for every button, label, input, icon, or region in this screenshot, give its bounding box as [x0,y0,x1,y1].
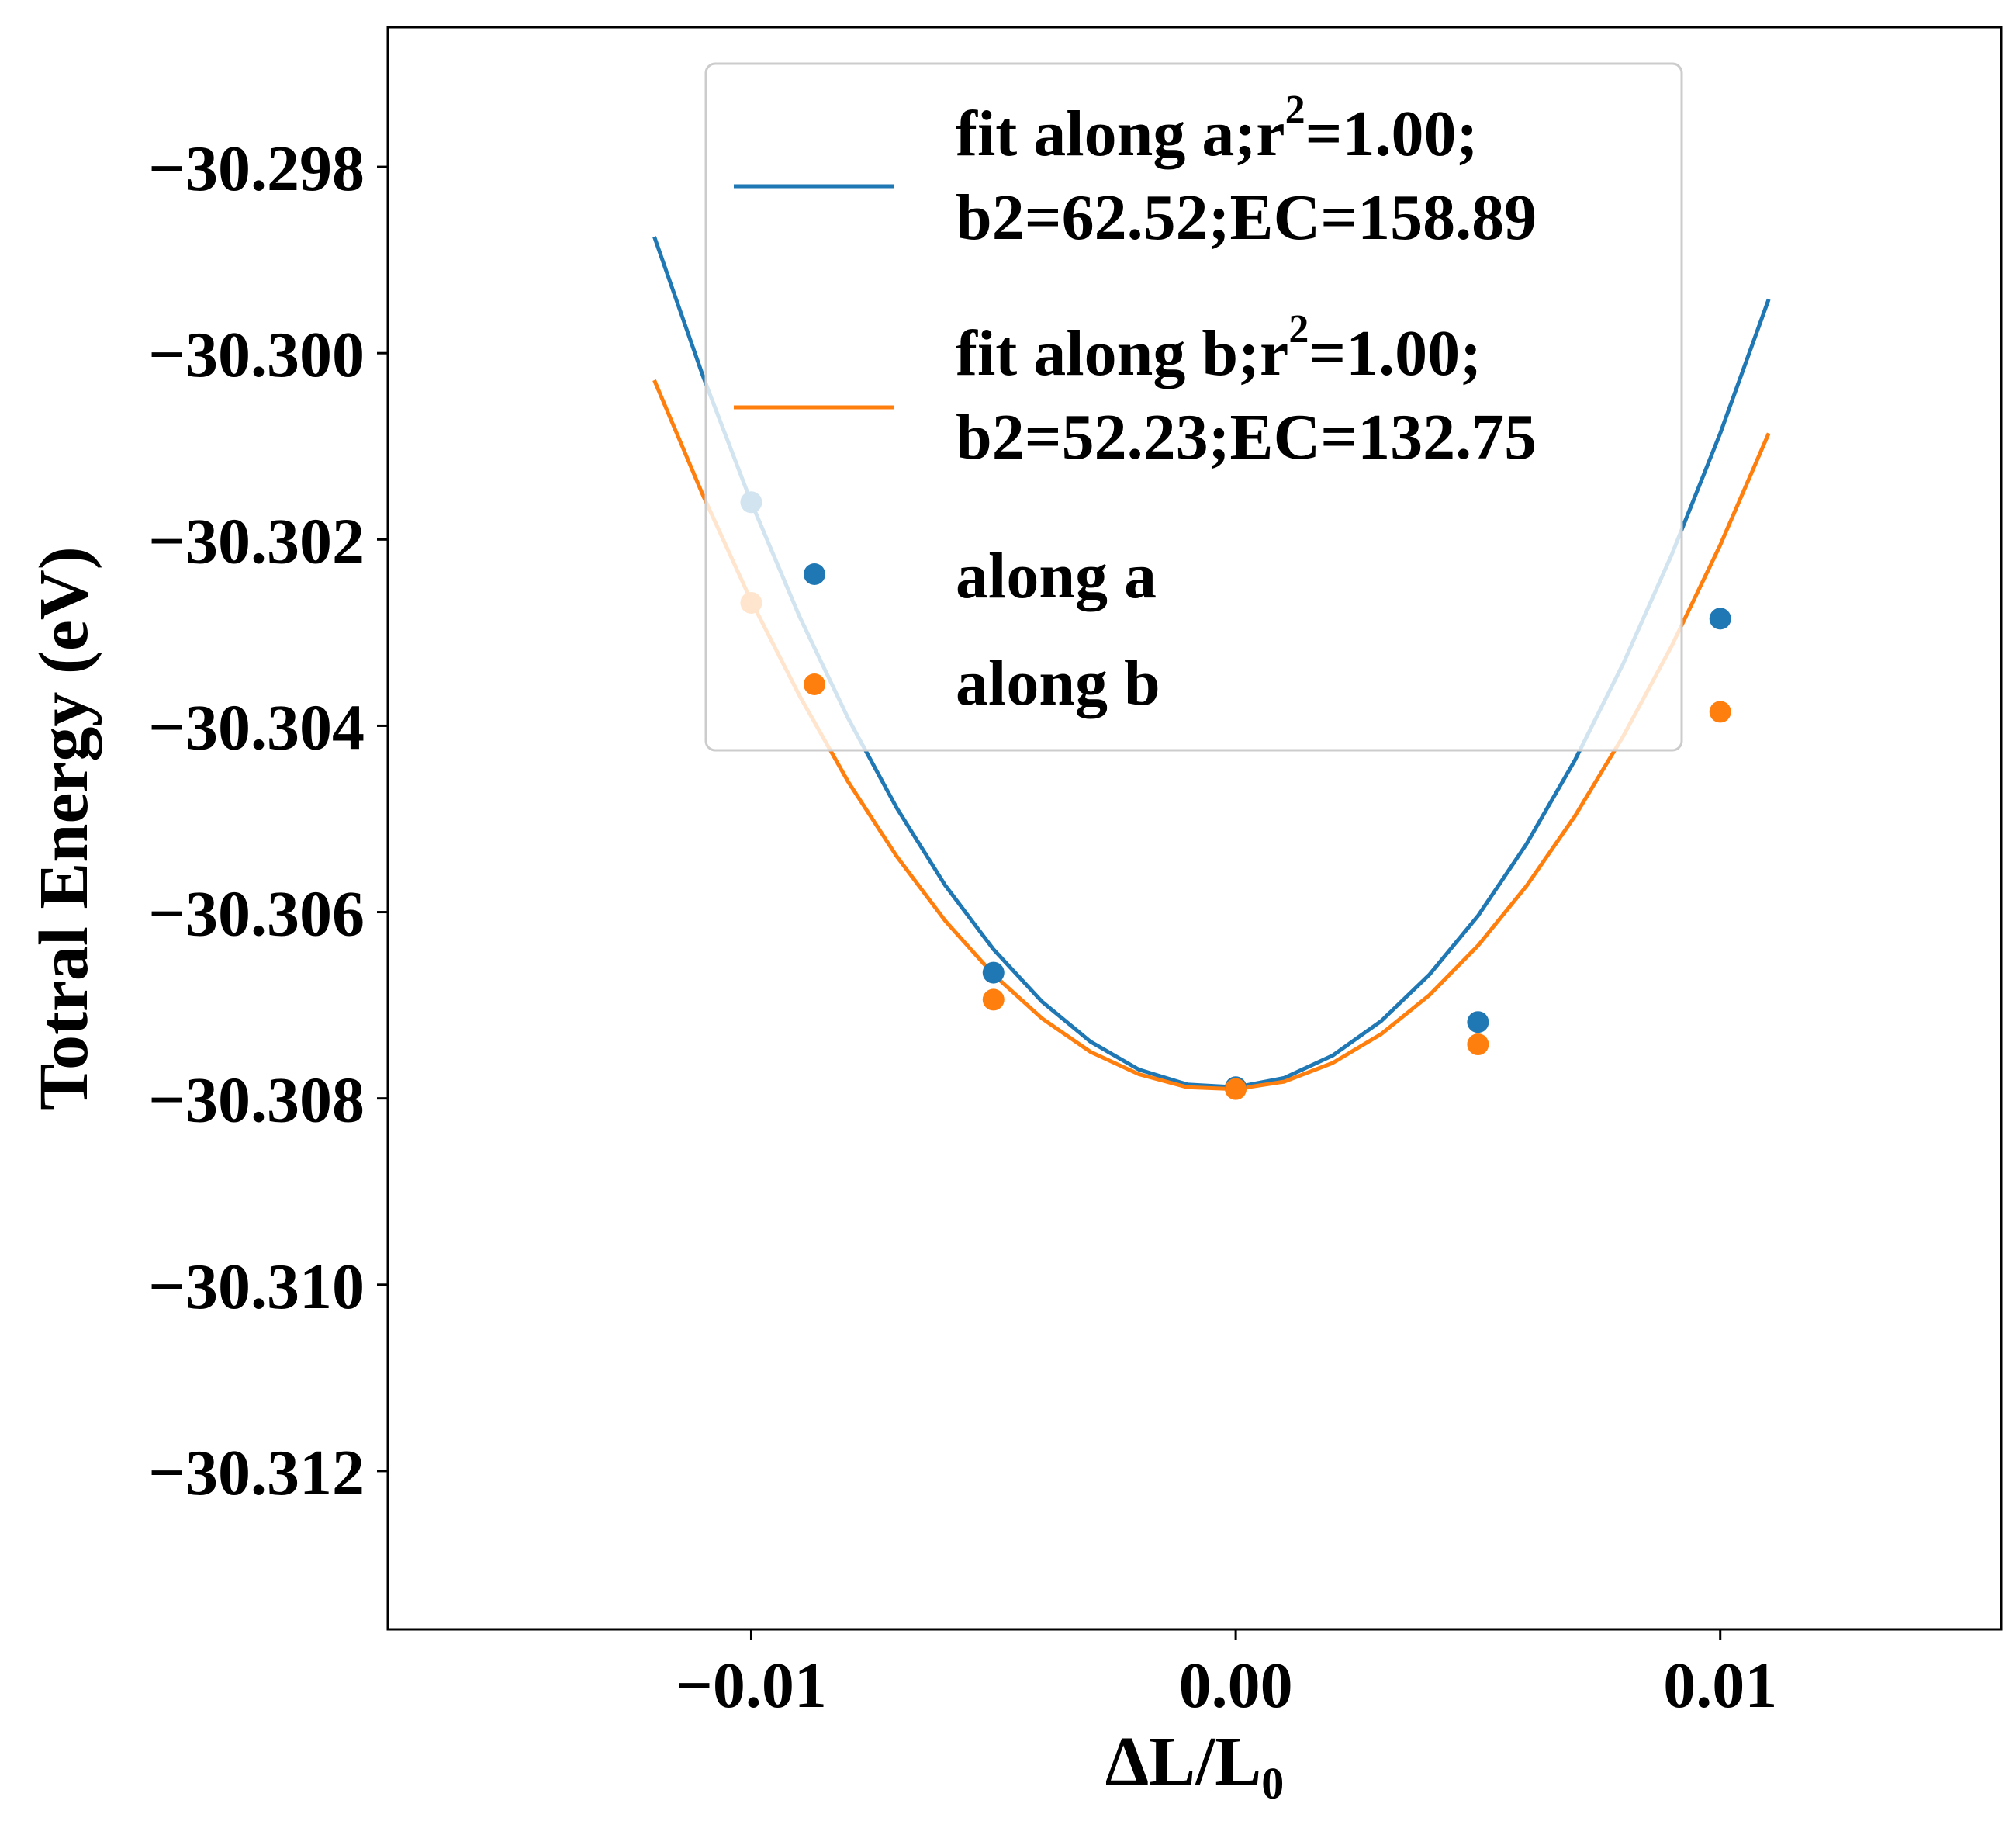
legend-marker-handle [804,563,825,585]
y-tick-label: −30.308 [148,1065,365,1137]
legend-marker-handle [804,673,825,695]
legend-entry-label: fit along b;r2=1.00; [956,307,1482,389]
plot-frame [386,26,2003,1631]
legend-entry-label-line2: b2=52.23;EC=132.75 [956,401,1537,473]
legend-entry-text: fit along a;r [956,98,1285,170]
legend-entry-text: =1.00; [1309,317,1482,389]
legend-entry-text: fit along b;r [956,317,1288,389]
x-axis-label: ΔL/L0 [1105,1723,1285,1809]
data-point [1709,608,1731,630]
y-tick-label: −30.306 [148,878,365,950]
y-tick-label: −30.302 [148,505,365,577]
legend-entry-text: =1.00; [1305,98,1478,170]
legend-entry-label: along b [956,647,1160,719]
data-point [1467,1011,1489,1033]
axis-ticks: −0.01 0.00 0.01 −30.298 −30.300 −30.302 −30.30… [148,133,1777,1722]
legend-entry-label: along a [956,540,1157,612]
x-tick-label: 0.01 [1663,1650,1777,1722]
legend-box [704,62,1683,752]
x-axis-label-main: ΔL/L [1105,1723,1262,1800]
data-point [982,988,1005,1011]
y-tick-label: −30.312 [148,1437,365,1509]
x-axis-label-subscript: 0 [1261,1758,1284,1809]
y-tick-label: −30.310 [148,1251,365,1323]
y-tick-label: −30.300 [148,319,365,391]
data-point [982,961,1005,984]
y-tick-label: −30.298 [148,133,365,205]
legend-entry-label: fit along a;r2=1.00; [956,88,1478,170]
data-point [1225,1078,1247,1100]
legend-entry-label-line2: b2=62.52;EC=158.89 [956,182,1537,254]
data-point [1467,1033,1489,1056]
series-line-1 [652,379,1771,1092]
x-tick-label: −0.01 [676,1650,827,1722]
data-point [1709,701,1731,723]
legend-superscript: 2 [1288,307,1309,351]
legend-superscript: 2 [1285,88,1305,132]
y-axis-label: Totral Energy (eV) [26,546,102,1110]
x-tick-label: 0.00 [1179,1650,1293,1722]
legend: fit along a;r2=1.00;b2=62.52;EC=158.89fi… [704,62,1683,752]
y-tick-label: −30.304 [148,691,365,763]
